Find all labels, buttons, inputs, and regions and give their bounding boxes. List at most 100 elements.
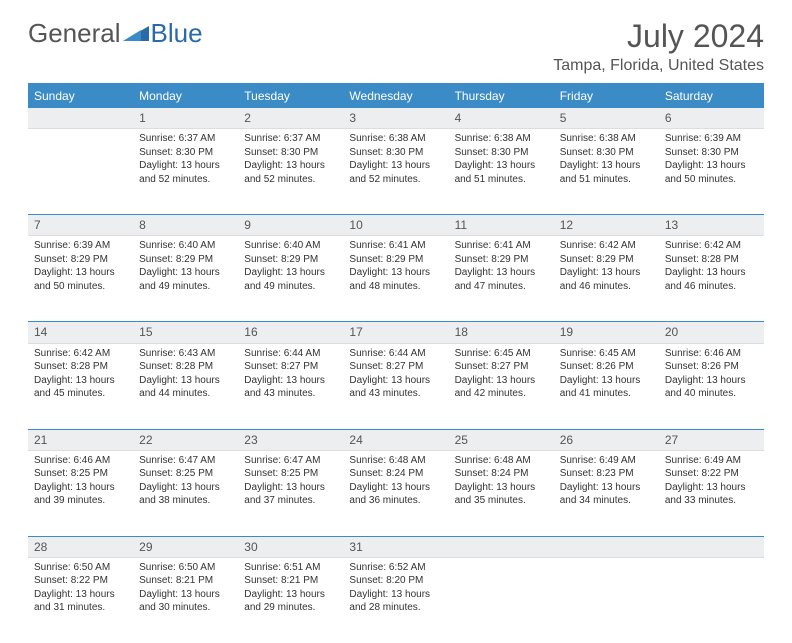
day-cell: Sunrise: 6:50 AMSunset: 8:22 PMDaylight:… [28, 557, 133, 643]
weekday-header: Thursday [449, 84, 554, 108]
day-number: 3 [343, 108, 448, 129]
day-number: 28 [28, 536, 133, 557]
day-cell: Sunrise: 6:49 AMSunset: 8:22 PMDaylight:… [659, 450, 764, 536]
calendar-body: 123456Sunrise: 6:37 AMSunset: 8:30 PMDay… [28, 108, 764, 643]
sunrise-text: Sunrise: 6:39 AM [665, 132, 758, 146]
day-number: 6 [659, 108, 764, 129]
daylight-text: Daylight: 13 hours and 39 minutes. [34, 481, 127, 508]
sunrise-text: Sunrise: 6:49 AM [665, 454, 758, 468]
sunrise-text: Sunrise: 6:46 AM [34, 454, 127, 468]
day-cell: Sunrise: 6:45 AMSunset: 8:27 PMDaylight:… [449, 343, 554, 429]
day-number: 11 [449, 215, 554, 236]
sunrise-text: Sunrise: 6:38 AM [349, 132, 442, 146]
sunset-text: Sunset: 8:21 PM [244, 574, 337, 588]
day-number: 29 [133, 536, 238, 557]
day-cell: Sunrise: 6:42 AMSunset: 8:28 PMDaylight:… [28, 343, 133, 429]
sunrise-text: Sunrise: 6:38 AM [455, 132, 548, 146]
logo-text-1: General [28, 18, 121, 49]
sunset-text: Sunset: 8:25 PM [34, 467, 127, 481]
day-number: 21 [28, 429, 133, 450]
sunrise-text: Sunrise: 6:47 AM [244, 454, 337, 468]
sunrise-text: Sunrise: 6:49 AM [560, 454, 653, 468]
day-number: 9 [238, 215, 343, 236]
sunrise-text: Sunrise: 6:37 AM [139, 132, 232, 146]
sunrise-text: Sunrise: 6:42 AM [665, 239, 758, 253]
sunrise-text: Sunrise: 6:42 AM [560, 239, 653, 253]
weekday-header: Tuesday [238, 84, 343, 108]
weekday-header: Friday [554, 84, 659, 108]
day-number: 13 [659, 215, 764, 236]
daylight-text: Daylight: 13 hours and 38 minutes. [139, 481, 232, 508]
daylight-text: Daylight: 13 hours and 49 minutes. [139, 266, 232, 293]
daylight-text: Daylight: 13 hours and 51 minutes. [455, 159, 548, 186]
sunrise-text: Sunrise: 6:47 AM [139, 454, 232, 468]
sunset-text: Sunset: 8:27 PM [244, 360, 337, 374]
day-cell [659, 557, 764, 643]
day-content-row: Sunrise: 6:50 AMSunset: 8:22 PMDaylight:… [28, 557, 764, 643]
day-cell: Sunrise: 6:47 AMSunset: 8:25 PMDaylight:… [133, 450, 238, 536]
daylight-text: Daylight: 13 hours and 46 minutes. [665, 266, 758, 293]
sunrise-text: Sunrise: 6:48 AM [455, 454, 548, 468]
triangle-icon [123, 24, 149, 44]
weekday-header: Wednesday [343, 84, 448, 108]
daylight-text: Daylight: 13 hours and 52 minutes. [349, 159, 442, 186]
day-cell: Sunrise: 6:44 AMSunset: 8:27 PMDaylight:… [343, 343, 448, 429]
sunrise-text: Sunrise: 6:44 AM [244, 347, 337, 361]
sunrise-text: Sunrise: 6:45 AM [560, 347, 653, 361]
day-cell: Sunrise: 6:45 AMSunset: 8:26 PMDaylight:… [554, 343, 659, 429]
day-number: 26 [554, 429, 659, 450]
sunset-text: Sunset: 8:22 PM [34, 574, 127, 588]
day-cell: Sunrise: 6:52 AMSunset: 8:20 PMDaylight:… [343, 557, 448, 643]
sunset-text: Sunset: 8:28 PM [34, 360, 127, 374]
sunset-text: Sunset: 8:29 PM [455, 253, 548, 267]
day-number: 15 [133, 322, 238, 343]
day-content-row: Sunrise: 6:39 AMSunset: 8:29 PMDaylight:… [28, 236, 764, 322]
sunset-text: Sunset: 8:30 PM [349, 146, 442, 160]
daylight-text: Daylight: 13 hours and 36 minutes. [349, 481, 442, 508]
daylight-text: Daylight: 13 hours and 48 minutes. [349, 266, 442, 293]
sunrise-text: Sunrise: 6:44 AM [349, 347, 442, 361]
day-cell: Sunrise: 6:39 AMSunset: 8:29 PMDaylight:… [28, 236, 133, 322]
sunset-text: Sunset: 8:29 PM [244, 253, 337, 267]
day-number: 14 [28, 322, 133, 343]
sunset-text: Sunset: 8:25 PM [244, 467, 337, 481]
day-number [449, 536, 554, 557]
day-number: 12 [554, 215, 659, 236]
day-number-row: 78910111213 [28, 215, 764, 236]
page-title: July 2024 [553, 18, 764, 55]
sunrise-text: Sunrise: 6:52 AM [349, 561, 442, 575]
day-number: 19 [554, 322, 659, 343]
sunrise-text: Sunrise: 6:41 AM [349, 239, 442, 253]
daylight-text: Daylight: 13 hours and 49 minutes. [244, 266, 337, 293]
daylight-text: Daylight: 13 hours and 43 minutes. [244, 374, 337, 401]
sunset-text: Sunset: 8:26 PM [560, 360, 653, 374]
sunrise-text: Sunrise: 6:50 AM [34, 561, 127, 575]
day-number: 30 [238, 536, 343, 557]
daylight-text: Daylight: 13 hours and 43 minutes. [349, 374, 442, 401]
logo-text-2: Blue [151, 18, 203, 49]
day-cell: Sunrise: 6:47 AMSunset: 8:25 PMDaylight:… [238, 450, 343, 536]
location-text: Tampa, Florida, United States [553, 57, 764, 75]
day-cell: Sunrise: 6:49 AMSunset: 8:23 PMDaylight:… [554, 450, 659, 536]
sunrise-text: Sunrise: 6:50 AM [139, 561, 232, 575]
daylight-text: Daylight: 13 hours and 30 minutes. [139, 588, 232, 615]
sunset-text: Sunset: 8:28 PM [139, 360, 232, 374]
day-cell: Sunrise: 6:51 AMSunset: 8:21 PMDaylight:… [238, 557, 343, 643]
day-number: 22 [133, 429, 238, 450]
day-number: 31 [343, 536, 448, 557]
day-number: 16 [238, 322, 343, 343]
sunrise-text: Sunrise: 6:39 AM [34, 239, 127, 253]
daylight-text: Daylight: 13 hours and 47 minutes. [455, 266, 548, 293]
day-number: 18 [449, 322, 554, 343]
sunset-text: Sunset: 8:28 PM [665, 253, 758, 267]
day-number: 2 [238, 108, 343, 129]
day-cell: Sunrise: 6:44 AMSunset: 8:27 PMDaylight:… [238, 343, 343, 429]
day-content-row: Sunrise: 6:46 AMSunset: 8:25 PMDaylight:… [28, 450, 764, 536]
sunset-text: Sunset: 8:30 PM [139, 146, 232, 160]
daylight-text: Daylight: 13 hours and 40 minutes. [665, 374, 758, 401]
day-number-row: 28293031 [28, 536, 764, 557]
sunset-text: Sunset: 8:30 PM [560, 146, 653, 160]
day-cell: Sunrise: 6:38 AMSunset: 8:30 PMDaylight:… [554, 129, 659, 215]
day-cell: Sunrise: 6:46 AMSunset: 8:25 PMDaylight:… [28, 450, 133, 536]
day-number [659, 536, 764, 557]
